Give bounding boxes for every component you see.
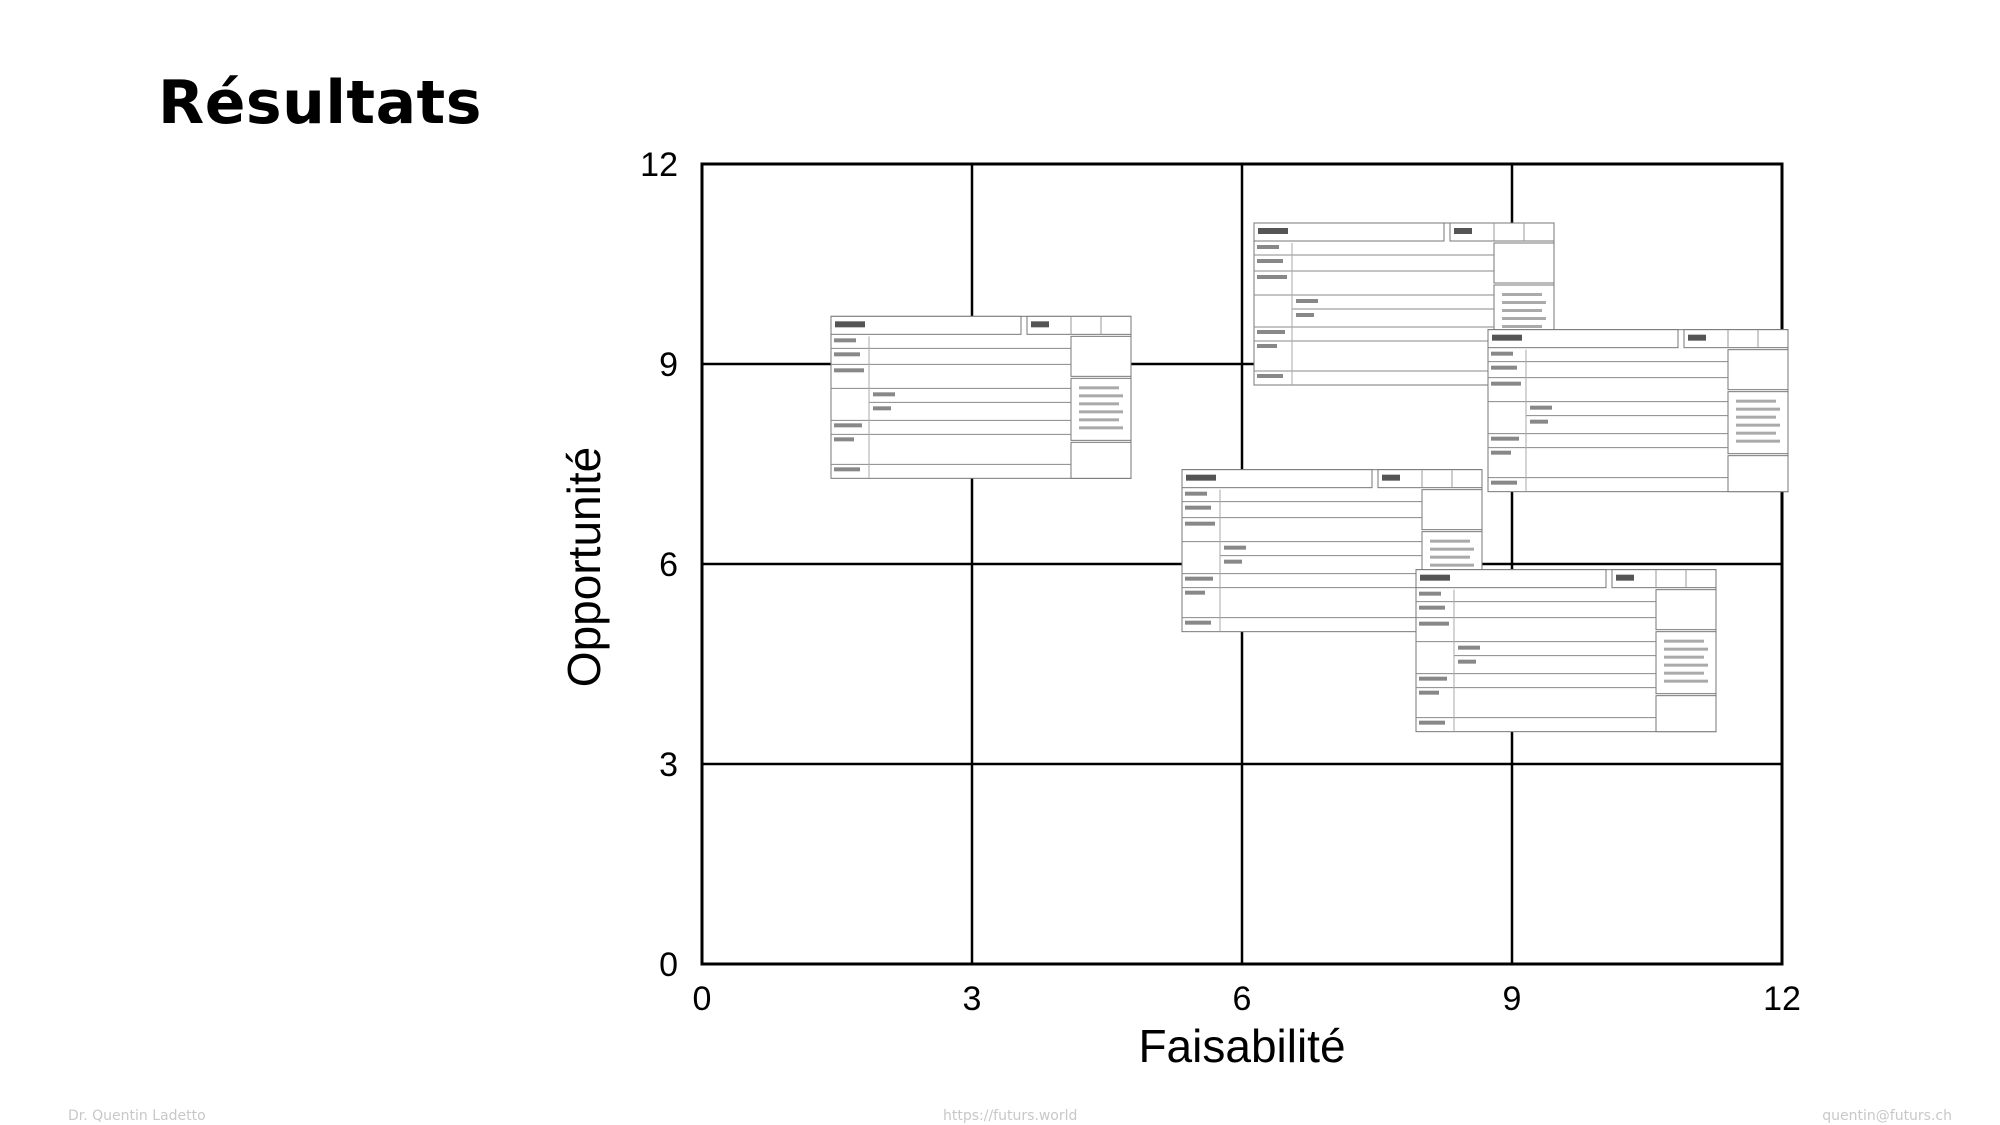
data-point-topic-card <box>1415 569 1717 733</box>
y-tick-label: 3 <box>659 746 678 784</box>
y-tick-label: 6 <box>659 546 678 584</box>
footer-author: Dr. Quentin Ladetto <box>68 1108 206 1124</box>
y-tick-label: 0 <box>659 946 678 984</box>
x-axis-label: Faisabilité <box>1138 1020 1345 1072</box>
y-axis-label: Opportunité <box>558 447 610 687</box>
data-point-topic-card <box>1487 329 1789 493</box>
y-tick-label: 12 <box>640 146 678 184</box>
x-tick-label: 0 <box>693 980 712 1018</box>
plot-frame <box>700 162 1784 966</box>
footer-website-link[interactable]: https://futurs.world <box>943 1108 1078 1124</box>
y-tick-label: 9 <box>659 346 678 384</box>
x-tick-label: 12 <box>1763 980 1801 1018</box>
x-tick-label: 3 <box>963 980 982 1018</box>
x-tick-label: 9 <box>1503 980 1522 1018</box>
data-point-topic-card <box>830 315 1132 479</box>
page-title: Résultats <box>158 68 482 138</box>
footer-email-link[interactable]: quentin@futurs.ch <box>1822 1108 1952 1124</box>
x-tick-label: 6 <box>1233 980 1252 1018</box>
